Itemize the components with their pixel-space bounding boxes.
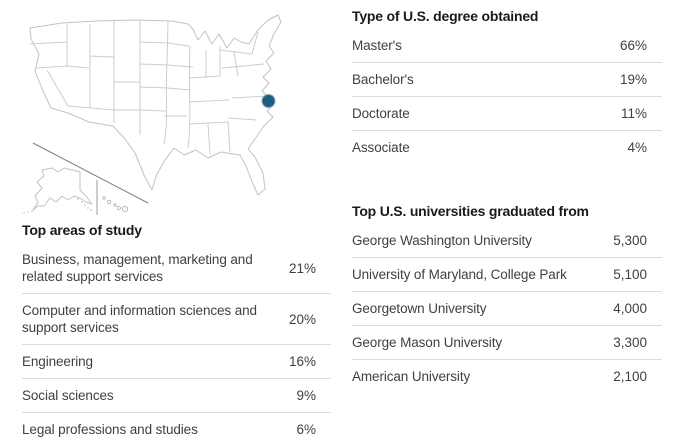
row-value: 5,100 <box>613 267 647 282</box>
us-map-svg <box>23 14 282 215</box>
row-label: Associate <box>352 140 410 155</box>
areas-table-title: Top areas of study <box>22 222 142 238</box>
us-mainland-outline <box>29 14 282 196</box>
table-row: Business, management, marketing and rela… <box>22 243 331 293</box>
table-row: Georgetown University 4,000 <box>352 291 662 325</box>
row-value: 21% <box>288 260 316 276</box>
row-label: Business, management, marketing and rela… <box>22 252 253 284</box>
row-label: Master's <box>352 38 402 53</box>
degrees-table-title: Type of U.S. degree obtained <box>352 8 539 24</box>
table-row: Legal professions and studies 6% <box>22 412 331 445</box>
universities-table-title: Top U.S. universities graduated from <box>352 203 589 219</box>
row-label: Computer and information sciences and su… <box>22 303 257 335</box>
row-label: Legal professions and studies <box>22 422 198 437</box>
row-value: 3,300 <box>613 335 647 350</box>
row-label: University of Maryland, College Park <box>352 267 567 282</box>
row-label: American University <box>352 369 471 384</box>
table-row: Doctorate 11% <box>352 96 662 130</box>
row-value: 6% <box>296 422 316 437</box>
universities-table: Top U.S. universities graduated from Geo… <box>352 202 662 393</box>
table-row: American University 2,100 <box>352 359 662 393</box>
areas-of-study-table: Top areas of study Business, management,… <box>22 221 331 445</box>
row-value: 19% <box>619 72 647 87</box>
row-value: 5,300 <box>613 233 647 248</box>
table-row: George Washington University 5,300 <box>352 224 662 257</box>
table-row: Master's 66% <box>352 29 662 62</box>
row-value: 4% <box>627 140 647 155</box>
alaska-islands <box>23 198 92 214</box>
table-row: George Mason University 3,300 <box>352 325 662 359</box>
hawaii-inset <box>102 196 129 213</box>
row-value: 9% <box>296 388 316 403</box>
row-label: Engineering <box>22 354 93 369</box>
row-label: Bachelor's <box>352 72 414 87</box>
dc-marker-dot <box>261 94 276 108</box>
row-value: 66% <box>619 38 647 53</box>
table-row: Engineering 16% <box>22 344 331 378</box>
table-row: University of Maryland, College Park 5,1… <box>352 257 662 291</box>
table-row: Social sciences 9% <box>22 378 331 412</box>
row-label: Social sciences <box>22 388 114 403</box>
row-value: 11% <box>620 106 647 121</box>
alaska-inset <box>32 167 93 211</box>
state-borders <box>29 20 269 155</box>
row-value: 20% <box>288 311 316 327</box>
table-row: Computer and information sciences and su… <box>22 293 331 344</box>
row-label: George Mason University <box>352 335 503 350</box>
row-value: 16% <box>288 354 316 369</box>
inset-divider-diagonal <box>32 142 149 204</box>
table-row: Bachelor's 19% <box>352 62 662 96</box>
us-map <box>22 12 314 218</box>
row-value: 2,100 <box>613 369 647 384</box>
row-label: Georgetown University <box>352 301 487 316</box>
degrees-table: Type of U.S. degree obtained Master's 66… <box>352 7 662 164</box>
row-label: George Washington University <box>352 233 532 248</box>
row-label: Doctorate <box>352 106 410 121</box>
table-row: Associate 4% <box>352 130 662 164</box>
row-value: 4,000 <box>613 301 647 316</box>
